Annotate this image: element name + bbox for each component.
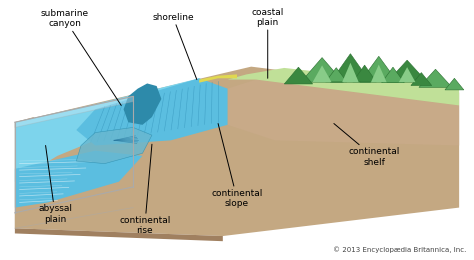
Polygon shape bbox=[199, 74, 237, 83]
Polygon shape bbox=[15, 67, 459, 236]
Text: abyssal
plain: abyssal plain bbox=[38, 146, 72, 224]
Polygon shape bbox=[15, 228, 223, 241]
Polygon shape bbox=[15, 78, 199, 182]
Polygon shape bbox=[301, 57, 343, 82]
Polygon shape bbox=[15, 151, 143, 207]
Polygon shape bbox=[342, 63, 359, 82]
Text: continental
slope: continental slope bbox=[211, 124, 263, 208]
Polygon shape bbox=[419, 69, 452, 87]
Polygon shape bbox=[15, 96, 133, 127]
Polygon shape bbox=[387, 60, 427, 82]
Polygon shape bbox=[371, 64, 387, 82]
Polygon shape bbox=[284, 67, 313, 84]
Text: shoreline: shoreline bbox=[152, 13, 197, 80]
Polygon shape bbox=[124, 83, 161, 125]
Polygon shape bbox=[76, 78, 228, 146]
Polygon shape bbox=[76, 127, 152, 164]
Polygon shape bbox=[360, 56, 398, 82]
Text: coastal
plain: coastal plain bbox=[252, 8, 284, 78]
Polygon shape bbox=[330, 54, 371, 82]
Polygon shape bbox=[411, 73, 432, 86]
Text: © 2013 Encyclopædia Britannica, Inc.: © 2013 Encyclopædia Britannica, Inc. bbox=[333, 246, 466, 253]
Polygon shape bbox=[399, 67, 415, 82]
Polygon shape bbox=[382, 67, 404, 83]
Text: continental
shelf: continental shelf bbox=[334, 124, 400, 167]
Polygon shape bbox=[228, 68, 459, 106]
Text: submarine
canyon: submarine canyon bbox=[40, 9, 121, 106]
Polygon shape bbox=[353, 65, 376, 82]
Polygon shape bbox=[228, 80, 459, 146]
Text: continental
rise: continental rise bbox=[119, 144, 171, 235]
Polygon shape bbox=[15, 117, 34, 228]
Polygon shape bbox=[326, 68, 347, 82]
Polygon shape bbox=[445, 78, 464, 90]
Polygon shape bbox=[313, 65, 331, 82]
